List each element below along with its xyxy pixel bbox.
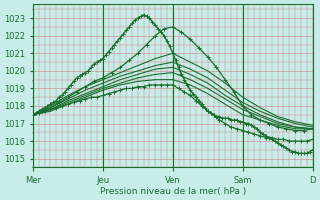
X-axis label: Pression niveau de la mer( hPa ): Pression niveau de la mer( hPa ) bbox=[100, 187, 246, 196]
